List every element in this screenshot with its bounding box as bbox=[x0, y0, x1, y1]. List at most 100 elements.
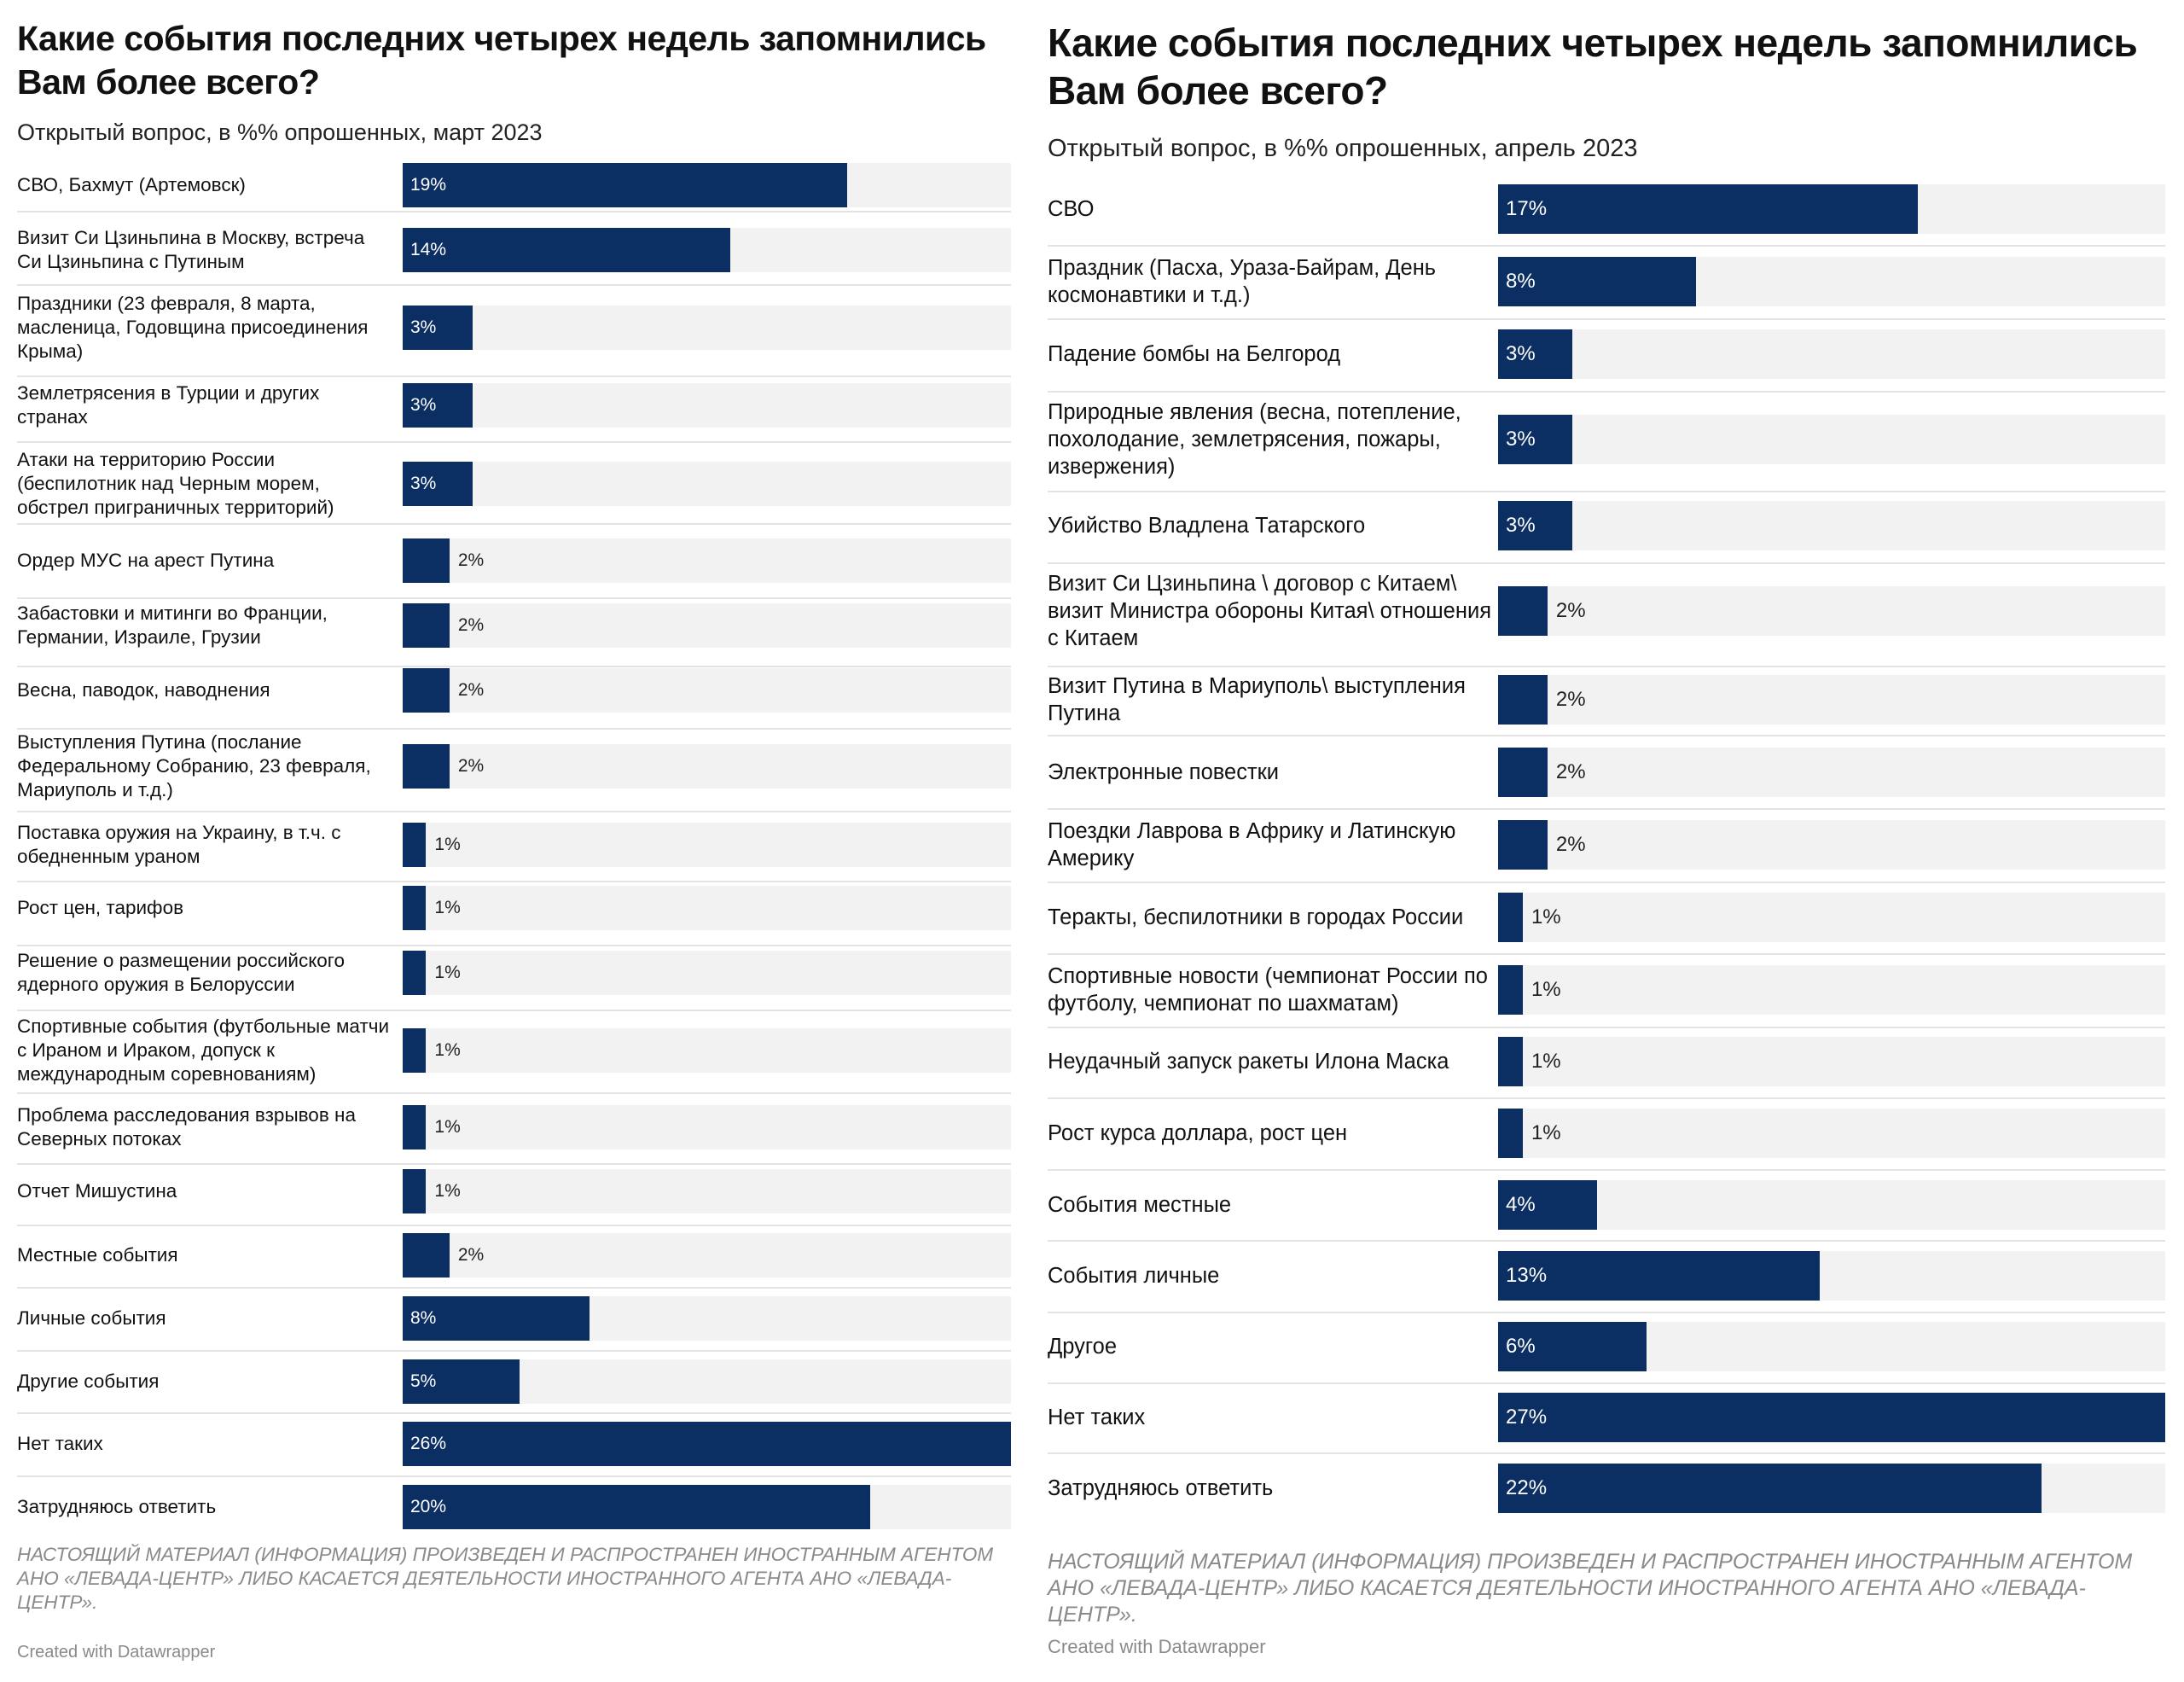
bar-track: 17% bbox=[1498, 184, 2165, 234]
row-separator bbox=[17, 1225, 1011, 1226]
bar bbox=[403, 228, 730, 272]
category-label: Затрудняюсь ответить bbox=[17, 1496, 217, 1517]
bar bbox=[403, 538, 450, 583]
bar-track: 20% bbox=[403, 1485, 1011, 1529]
bar-track: 1% bbox=[1498, 893, 2165, 942]
value-label: 17% bbox=[1506, 197, 1548, 220]
bar-track: 3% bbox=[403, 306, 1011, 350]
category-label: Спортивные события (футбольные матчи с И… bbox=[17, 1016, 390, 1085]
bar-track: 2% bbox=[1498, 675, 2165, 725]
value-label: 2% bbox=[457, 1245, 485, 1265]
bar-track: 3% bbox=[1498, 329, 2165, 379]
category-label: Проблема расследования взрывов на Северн… bbox=[17, 1104, 356, 1149]
value-label: 27% bbox=[1506, 1406, 1548, 1429]
value-label: 3% bbox=[410, 395, 437, 415]
row-separator bbox=[17, 211, 1011, 212]
bar-track: 1% bbox=[403, 1028, 1011, 1073]
row-separator bbox=[17, 597, 1011, 599]
bar bbox=[403, 1485, 871, 1529]
bar bbox=[403, 1359, 520, 1404]
bar-track: 3% bbox=[403, 383, 1011, 428]
value-label: 22% bbox=[1506, 1476, 1548, 1499]
bar bbox=[1498, 257, 1696, 306]
bar bbox=[403, 1422, 1011, 1466]
row-separator bbox=[17, 1475, 1011, 1477]
bar-track: 26% bbox=[403, 1422, 1011, 1466]
value-label: 1% bbox=[434, 835, 461, 854]
row-separator bbox=[1048, 1169, 2165, 1171]
bar bbox=[1498, 1180, 1597, 1230]
category-label: Местные события bbox=[17, 1244, 178, 1266]
bar-track: 1% bbox=[1498, 1037, 2165, 1086]
value-label: 8% bbox=[410, 1308, 437, 1328]
bar bbox=[1498, 1393, 2165, 1442]
category-label: Нет таких bbox=[1048, 1406, 1146, 1429]
category-label: Электронные повестки bbox=[1048, 760, 1280, 784]
bar bbox=[403, 1233, 450, 1278]
row-separator bbox=[17, 1163, 1011, 1165]
bar-track: 1% bbox=[403, 1169, 1011, 1213]
category-label: Отчет Мишустина bbox=[17, 1180, 177, 1202]
category-label: Неудачный запуск ракеты Илона Маска bbox=[1048, 1050, 1449, 1074]
row-separator bbox=[17, 1412, 1011, 1414]
value-label: 20% bbox=[410, 1497, 447, 1516]
row-separator bbox=[17, 375, 1011, 377]
category-label: Личные события bbox=[17, 1307, 166, 1329]
bar-track: 2% bbox=[403, 538, 1011, 583]
category-label: Убийство Владлена Татарского bbox=[1048, 514, 1366, 538]
row-separator bbox=[17, 666, 1011, 667]
bar-track: 3% bbox=[1498, 501, 2165, 550]
category-label: Выступления Путина (послание Федеральном… bbox=[17, 731, 371, 800]
row-separator bbox=[17, 811, 1011, 812]
category-label: Поездки Лаврова в Африку и Латинскую Аме… bbox=[1048, 819, 1456, 870]
bar-track: 1% bbox=[403, 823, 1011, 867]
category-label: Спортивные новости (чемпионат России по … bbox=[1048, 964, 1488, 1016]
bar bbox=[403, 823, 427, 867]
value-label: 2% bbox=[1555, 833, 1586, 856]
category-label: СВО bbox=[1048, 197, 1095, 221]
category-label: Другие события bbox=[17, 1371, 160, 1392]
bar-track: 8% bbox=[1498, 257, 2165, 306]
value-label: 3% bbox=[1506, 342, 1536, 365]
value-label: 1% bbox=[1531, 1050, 1561, 1073]
row-separator bbox=[17, 1287, 1011, 1289]
bar bbox=[403, 383, 473, 428]
value-label: 3% bbox=[410, 317, 437, 337]
value-label: 13% bbox=[1506, 1264, 1548, 1287]
row-separator bbox=[1048, 491, 2165, 492]
row-separator bbox=[17, 1350, 1011, 1352]
value-label: 8% bbox=[1506, 270, 1536, 293]
row-separator bbox=[17, 728, 1011, 730]
value-label: 2% bbox=[457, 756, 485, 776]
bar bbox=[1498, 329, 1572, 379]
chart-credit: Created with Datawrapper bbox=[17, 1643, 216, 1662]
bar bbox=[403, 951, 427, 995]
value-label: 2% bbox=[457, 615, 485, 635]
bar bbox=[403, 306, 473, 350]
bar-track: 1% bbox=[403, 951, 1011, 995]
bar bbox=[1498, 184, 1919, 234]
row-separator bbox=[1048, 1312, 2165, 1313]
bar bbox=[1498, 1322, 1647, 1371]
bar bbox=[1498, 586, 1548, 636]
bar-track: 13% bbox=[1498, 1251, 2165, 1301]
bar-track: 1% bbox=[403, 886, 1011, 930]
bar-track: 6% bbox=[1498, 1322, 2165, 1371]
bar bbox=[403, 603, 450, 648]
bar-track: 3% bbox=[1498, 415, 2165, 464]
chart-notes: НАСТОЯЩИЙ МАТЕРИАЛ (ИНФОРМАЦИЯ) ПРОИЗВЕД… bbox=[1048, 1550, 2133, 1627]
category-label: Затрудняюсь ответить bbox=[1048, 1476, 1274, 1500]
chart-subtitle: Открытый вопрос, в %% опрошенных, апрель… bbox=[1048, 135, 1638, 162]
row-separator bbox=[1048, 1382, 2165, 1384]
category-label: Весна, паводок, наводнения bbox=[17, 679, 270, 701]
bar-track: 2% bbox=[403, 1233, 1011, 1278]
bar-track: 5% bbox=[403, 1359, 1011, 1404]
row-separator bbox=[1048, 1027, 2165, 1028]
bar bbox=[403, 1105, 427, 1149]
category-label: Теракты, беспилотники в городах России bbox=[1048, 905, 1464, 929]
row-separator bbox=[1048, 391, 2165, 393]
category-label: Визит Си Цзиньпина \ договор с Китаем\ в… bbox=[1048, 572, 1491, 650]
row-separator bbox=[17, 441, 1011, 443]
value-label: 2% bbox=[1555, 688, 1586, 711]
row-separator bbox=[17, 1010, 1011, 1011]
